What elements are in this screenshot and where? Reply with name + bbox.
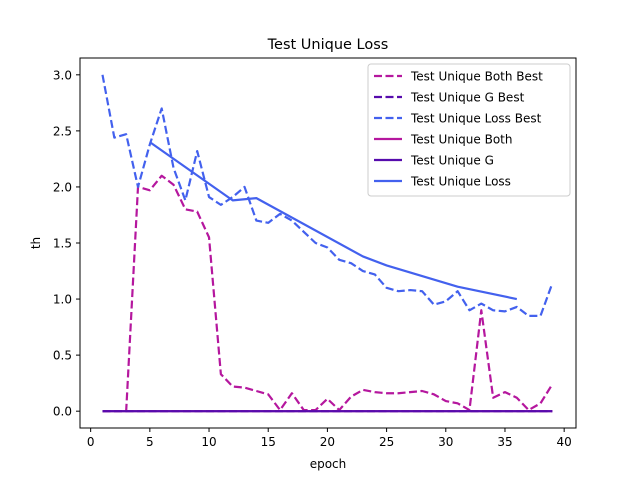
legend: Test Unique Both Best Test Unique G Best T… xyxy=(367,63,571,197)
legend-label: Test Unique Loss xyxy=(410,175,511,189)
x-tick-label: 30 xyxy=(438,435,453,449)
x-tick-label: 35 xyxy=(497,435,512,449)
x-tick-label: 10 xyxy=(201,435,216,449)
y-tick-label: 2.5 xyxy=(53,124,72,138)
x-tick-label: 25 xyxy=(379,435,394,449)
legend-label: Test Unique G xyxy=(410,154,494,168)
y-axis-label: th xyxy=(29,237,43,249)
x-axis-label: epoch xyxy=(310,457,347,471)
x-tick-label: 0 xyxy=(87,435,95,449)
series-line-test-unique-loss-best xyxy=(101,74,554,317)
y-tick-label: 2.0 xyxy=(53,180,72,194)
x-tick-label: 5 xyxy=(146,435,154,449)
y-tick-label: 0.5 xyxy=(53,349,72,363)
legend-label: Test Unique G Best xyxy=(410,91,525,105)
y-tick-label: 1.5 xyxy=(53,237,72,251)
legend-label: Test Unique Both Best xyxy=(410,70,543,84)
x-tick-label: 15 xyxy=(261,435,276,449)
y-tick-label: 0.0 xyxy=(53,405,72,419)
series-line-test-unique-both-best xyxy=(102,174,554,413)
legend-frame xyxy=(367,63,571,197)
series-line-test-unique-loss xyxy=(149,141,518,301)
chart-title: Test Unique Loss xyxy=(267,37,389,53)
legend-label: Test Unique Loss Best xyxy=(410,112,542,126)
y-tick-label: 3.0 xyxy=(53,68,72,82)
x-axis-ticks: 0 5 10 15 20 25 30 35 40 xyxy=(87,428,572,449)
y-axis-ticks: 0.0 0.5 1.0 1.5 2.0 2.5 3.0 xyxy=(53,68,80,419)
legend-label: Test Unique Both xyxy=(410,133,512,147)
x-tick-label: 20 xyxy=(320,435,335,449)
plot-data xyxy=(101,74,554,413)
x-tick-label: 40 xyxy=(557,435,572,449)
y-tick-label: 1.0 xyxy=(53,293,72,307)
